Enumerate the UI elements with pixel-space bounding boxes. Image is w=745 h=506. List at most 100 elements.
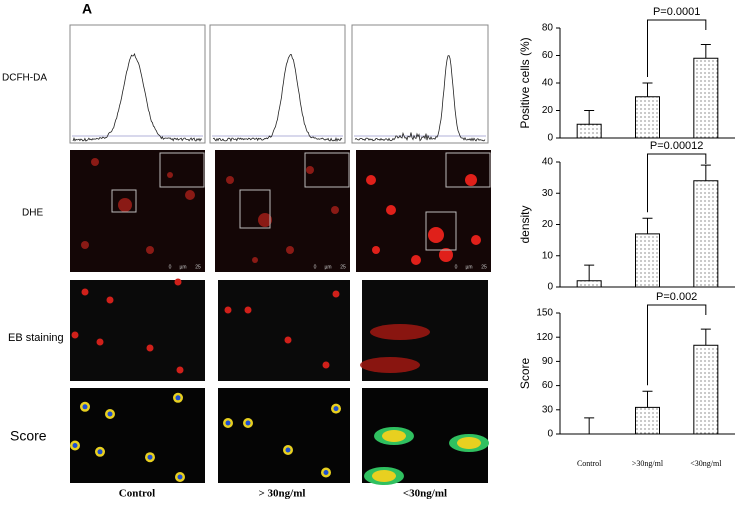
annotation: P=0.002 xyxy=(656,291,697,303)
cell xyxy=(411,255,421,265)
y-axis-label: Score xyxy=(518,358,532,390)
significance-bracket xyxy=(647,153,707,213)
cell xyxy=(81,241,89,249)
cell xyxy=(96,338,104,346)
cell xyxy=(226,176,234,184)
y-tick-label: 0 xyxy=(547,282,553,293)
y-tick-label: 30 xyxy=(542,404,554,415)
cell xyxy=(174,278,182,286)
cell xyxy=(366,175,376,185)
cell xyxy=(118,198,132,212)
bar xyxy=(693,57,719,139)
y-tick-label: 0 xyxy=(547,133,553,144)
error-bar xyxy=(642,82,653,97)
row-label: EB staining xyxy=(8,332,64,344)
cell-core xyxy=(177,474,183,480)
cell xyxy=(306,166,314,174)
cell-core xyxy=(175,395,181,401)
panel-label: A xyxy=(82,1,92,17)
y-tick-label: 60 xyxy=(542,380,554,391)
cell-core xyxy=(225,420,231,426)
y-tick-label: 10 xyxy=(542,250,554,261)
bar xyxy=(693,344,719,435)
y-tick-label: 120 xyxy=(536,332,553,343)
annotation: P=0.0001 xyxy=(653,6,700,18)
y-tick-label: 30 xyxy=(542,188,554,199)
zoom-inset xyxy=(304,152,350,188)
cell xyxy=(284,336,292,344)
scale-bar-label: 25 xyxy=(195,264,201,270)
scale-bar-label: 0 xyxy=(314,264,317,270)
y-tick-label: 20 xyxy=(542,105,554,116)
error-bar xyxy=(700,328,711,346)
cell-core xyxy=(245,420,251,426)
column-label: Control xyxy=(119,488,155,500)
histogram-trace xyxy=(72,52,203,142)
cell xyxy=(146,344,154,352)
comet-head xyxy=(372,470,396,482)
cell xyxy=(252,257,258,263)
histogram-frame xyxy=(351,24,489,144)
scale-bar-label: 25 xyxy=(481,264,487,270)
y-tick-label: 40 xyxy=(542,78,554,89)
cell xyxy=(386,205,396,215)
comet xyxy=(370,324,430,340)
cell-core xyxy=(72,443,78,448)
scale-bar-label: 0 xyxy=(455,264,458,270)
bar xyxy=(576,280,602,288)
cell xyxy=(81,288,89,296)
zoom-box xyxy=(425,211,457,251)
bar xyxy=(635,233,660,288)
cell xyxy=(71,331,79,339)
histogram-frame xyxy=(209,24,346,144)
bar xyxy=(576,123,602,139)
illustrations: 0 µm 25 0 µm 25 0 µm 25 xyxy=(69,24,491,485)
cell-core xyxy=(333,406,339,412)
cell-core xyxy=(97,449,103,455)
comet xyxy=(360,357,420,373)
cell xyxy=(372,246,380,254)
bar xyxy=(635,406,660,435)
y-tick-label: 40 xyxy=(542,157,554,168)
cell xyxy=(439,248,453,262)
annotation: P=0.00012 xyxy=(650,140,704,152)
cell-core xyxy=(147,454,153,460)
bar xyxy=(635,96,660,139)
y-tick-label: 90 xyxy=(542,356,554,367)
cell-core xyxy=(285,447,291,453)
row-label: DCFH-DA xyxy=(2,73,47,84)
y-tick-label: 60 xyxy=(542,50,554,61)
error-bar xyxy=(700,44,711,59)
scale-bar-label: 0 xyxy=(169,264,172,270)
cell-core xyxy=(82,404,88,410)
cell xyxy=(106,296,114,304)
scale-bar-label: µm xyxy=(324,264,331,270)
cell-core xyxy=(107,411,113,417)
x-tick-label: >30ng/ml xyxy=(632,459,664,468)
scale-bar-label: µm xyxy=(465,264,472,270)
cell-core xyxy=(323,470,329,475)
scale-bar-label: 25 xyxy=(340,264,346,270)
error-bar xyxy=(584,264,595,281)
histogram-trace xyxy=(212,54,343,142)
cell xyxy=(322,361,330,369)
row-label: Score xyxy=(10,428,47,444)
y-tick-label: 20 xyxy=(542,219,554,230)
row-label: DHE xyxy=(22,208,43,219)
cell xyxy=(428,227,444,243)
zoom-inset xyxy=(159,152,205,188)
y-axis-label: Positive cells (%) xyxy=(518,37,532,128)
zoom-box xyxy=(111,189,137,213)
y-tick-label: 80 xyxy=(542,23,554,34)
y-tick-label: 150 xyxy=(536,308,553,319)
bar xyxy=(693,180,719,288)
cell xyxy=(331,206,339,214)
zoom-box xyxy=(239,189,271,229)
cell xyxy=(146,246,154,254)
comet-head xyxy=(457,437,481,449)
cell xyxy=(471,235,481,245)
micrograph xyxy=(218,388,350,483)
micrograph xyxy=(70,150,205,272)
cell xyxy=(176,366,184,374)
column-label: <30ng/ml xyxy=(403,488,447,500)
